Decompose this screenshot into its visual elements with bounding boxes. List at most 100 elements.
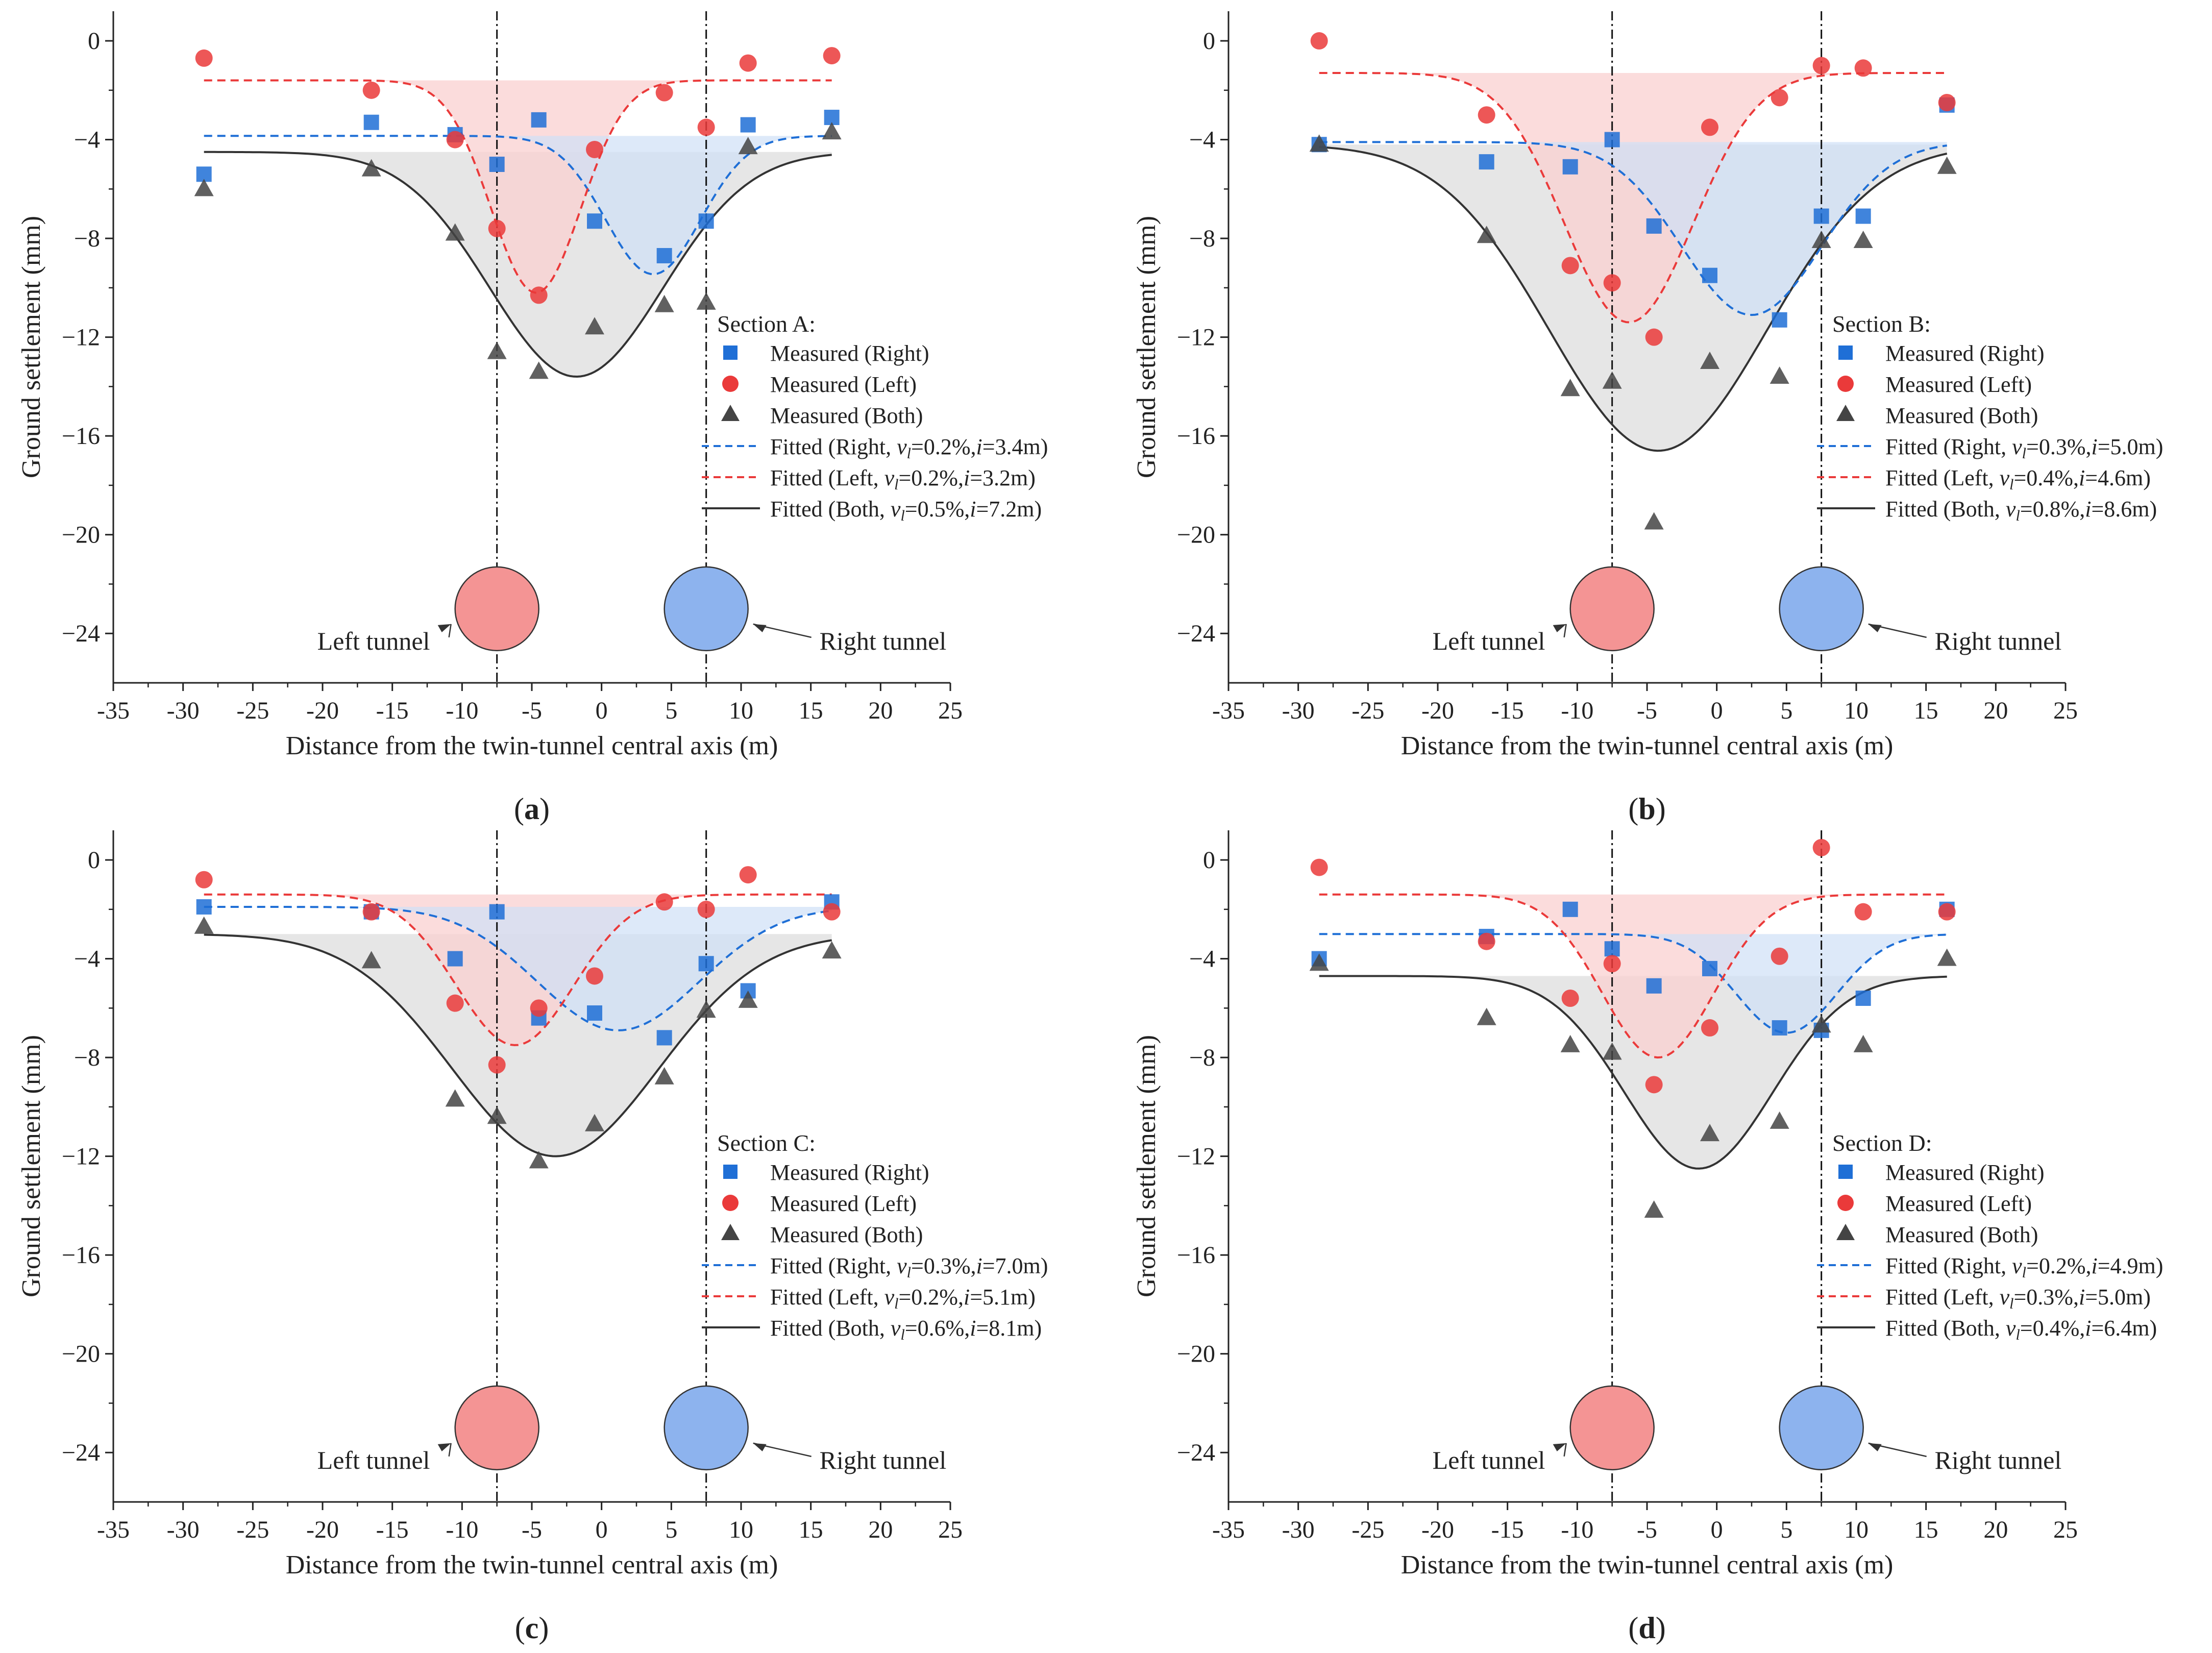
x-axis-title: Distance from the twin-tunnel central ax… bbox=[286, 731, 778, 760]
x-tick-label: 25 bbox=[2053, 697, 2078, 724]
measured-left-point bbox=[1771, 89, 1788, 107]
left-tunnel-arrowhead bbox=[437, 624, 451, 632]
measured-both-point bbox=[696, 292, 716, 310]
measured-both-point bbox=[1769, 1111, 1789, 1129]
measured-left-point bbox=[1854, 903, 1872, 921]
x-tick-label: -35 bbox=[1212, 697, 1245, 724]
measured-left-point bbox=[655, 84, 673, 102]
y-tick-label: 0 bbox=[1203, 847, 1215, 874]
x-tick-label: -30 bbox=[167, 697, 200, 724]
legend-title: Section C: bbox=[717, 1130, 816, 1156]
y-tick-label: −16 bbox=[1177, 423, 1215, 450]
measured-left-point bbox=[1812, 57, 1830, 75]
measured-both-point bbox=[1477, 1007, 1496, 1025]
y-tick-label: −24 bbox=[1177, 1439, 1215, 1466]
left-tunnel-arrow bbox=[448, 1443, 452, 1457]
x-tick-label: -30 bbox=[167, 1516, 200, 1543]
y-tick-label: −12 bbox=[62, 324, 100, 351]
measured-left-point bbox=[362, 903, 380, 921]
measured-left-point bbox=[739, 866, 757, 884]
legend-marker-triangle bbox=[721, 405, 740, 421]
y-tick-label: −4 bbox=[1189, 127, 1215, 154]
x-tick-label: -25 bbox=[236, 1516, 269, 1543]
fitted-curve-both bbox=[204, 933, 832, 1157]
measured-left-point bbox=[488, 219, 506, 237]
x-tick-label: -5 bbox=[522, 1516, 542, 1543]
legend-title: Section D: bbox=[1832, 1130, 1932, 1156]
y-tick-label: −8 bbox=[74, 1044, 100, 1071]
y-tick-label: 0 bbox=[88, 28, 100, 55]
legend-measured-left-label: Measured (Left) bbox=[1885, 372, 2032, 397]
x-tick-label: -10 bbox=[446, 697, 478, 724]
y-tick-label: −8 bbox=[74, 225, 100, 252]
measured-both-point bbox=[1853, 230, 1873, 248]
x-tick-label: 5 bbox=[665, 697, 677, 724]
x-tick-label: 5 bbox=[665, 1516, 677, 1543]
legend-measured-left-label: Measured (Left) bbox=[770, 372, 917, 397]
measured-right-point bbox=[447, 951, 463, 967]
legend-fitted-both: Fitted (Both, vl=0.4%,i=6.4m) bbox=[1885, 1316, 2157, 1343]
x-tick-label: 25 bbox=[2053, 1516, 2078, 1543]
fitted-curve-both bbox=[204, 151, 832, 378]
measured-left-point bbox=[488, 1056, 506, 1074]
legend-marker-square bbox=[1838, 346, 1853, 360]
y-tick-label: −20 bbox=[1177, 522, 1215, 549]
x-tick-label: 0 bbox=[1711, 1516, 1723, 1543]
fitted-curve-left bbox=[1319, 893, 1947, 1059]
x-tick-label: 25 bbox=[938, 1516, 963, 1543]
measured-right-point bbox=[489, 156, 505, 172]
left-tunnel-arrowhead bbox=[437, 1443, 451, 1451]
x-tick-label: -20 bbox=[1421, 697, 1454, 724]
measured-right-point bbox=[1772, 1020, 1787, 1036]
fill-region-right bbox=[204, 906, 832, 1030]
x-tick-label: -15 bbox=[1491, 1516, 1524, 1543]
x-tick-label: -25 bbox=[236, 697, 269, 724]
measured-both-point bbox=[822, 122, 842, 140]
right-tunnel-arrowhead bbox=[1868, 624, 1882, 632]
measured-left-point bbox=[739, 54, 757, 72]
measured-both-point bbox=[822, 941, 842, 959]
left-tunnel-arrowhead bbox=[1553, 624, 1566, 632]
measured-left-point bbox=[1645, 1076, 1663, 1094]
legend-marker-square bbox=[723, 1165, 738, 1179]
legend-marker-circle bbox=[1837, 376, 1854, 392]
measured-both-point bbox=[361, 159, 381, 177]
left-tunnel-arrow bbox=[1563, 624, 1567, 638]
measured-both-point bbox=[1309, 953, 1329, 971]
measured-left-point bbox=[697, 118, 715, 136]
x-tick-label: 5 bbox=[1780, 1516, 1792, 1543]
fill-region-right bbox=[1319, 934, 1947, 1033]
measured-left-point bbox=[586, 140, 603, 158]
measured-both-point bbox=[445, 223, 465, 241]
measured-both-point bbox=[361, 951, 381, 969]
measured-both-point bbox=[738, 137, 758, 155]
x-tick-label: 15 bbox=[799, 1516, 823, 1543]
x-tick-label: 25 bbox=[938, 697, 963, 724]
x-tick-label: -15 bbox=[376, 1516, 409, 1543]
measured-right-point bbox=[587, 213, 602, 229]
measured-right-point bbox=[698, 213, 714, 229]
left-tunnel-label: Left tunnel bbox=[1433, 1446, 1545, 1474]
legend-fitted-right: Fitted (Right, vl=0.2%,i=3.4m) bbox=[770, 434, 1048, 462]
measured-left-point bbox=[1603, 955, 1621, 973]
right-tunnel-label: Right tunnel bbox=[1935, 627, 2062, 655]
left-tunnel-circle bbox=[1569, 566, 1655, 652]
measured-left-point bbox=[1771, 947, 1788, 965]
measured-both-point bbox=[1477, 226, 1496, 243]
panel-c: -35 -30 -25 -20 -15 -10 -5 0 5 10 15 20 25 0 −4 −8 −12 −1… bbox=[17, 830, 1048, 1645]
measured-left-point bbox=[697, 900, 715, 918]
measured-both-point bbox=[487, 1106, 507, 1124]
fitted-curve-right bbox=[204, 135, 832, 276]
x-tick-label: -5 bbox=[522, 697, 542, 724]
right-tunnel-arrowhead bbox=[1868, 1443, 1882, 1451]
measured-right-point bbox=[1479, 154, 1494, 170]
measured-left-point bbox=[1645, 328, 1663, 346]
fill-region-left bbox=[1319, 72, 1947, 323]
legend-marker-square bbox=[1838, 1165, 1853, 1179]
right-tunnel-label: Right tunnel bbox=[1935, 1446, 2062, 1474]
x-tick-label: 20 bbox=[1983, 1516, 2008, 1543]
legend-title: Section B: bbox=[1832, 311, 1931, 337]
measured-both-point bbox=[1700, 352, 1719, 369]
y-tick-label: −4 bbox=[74, 946, 100, 973]
measured-right-point bbox=[1562, 159, 1578, 175]
